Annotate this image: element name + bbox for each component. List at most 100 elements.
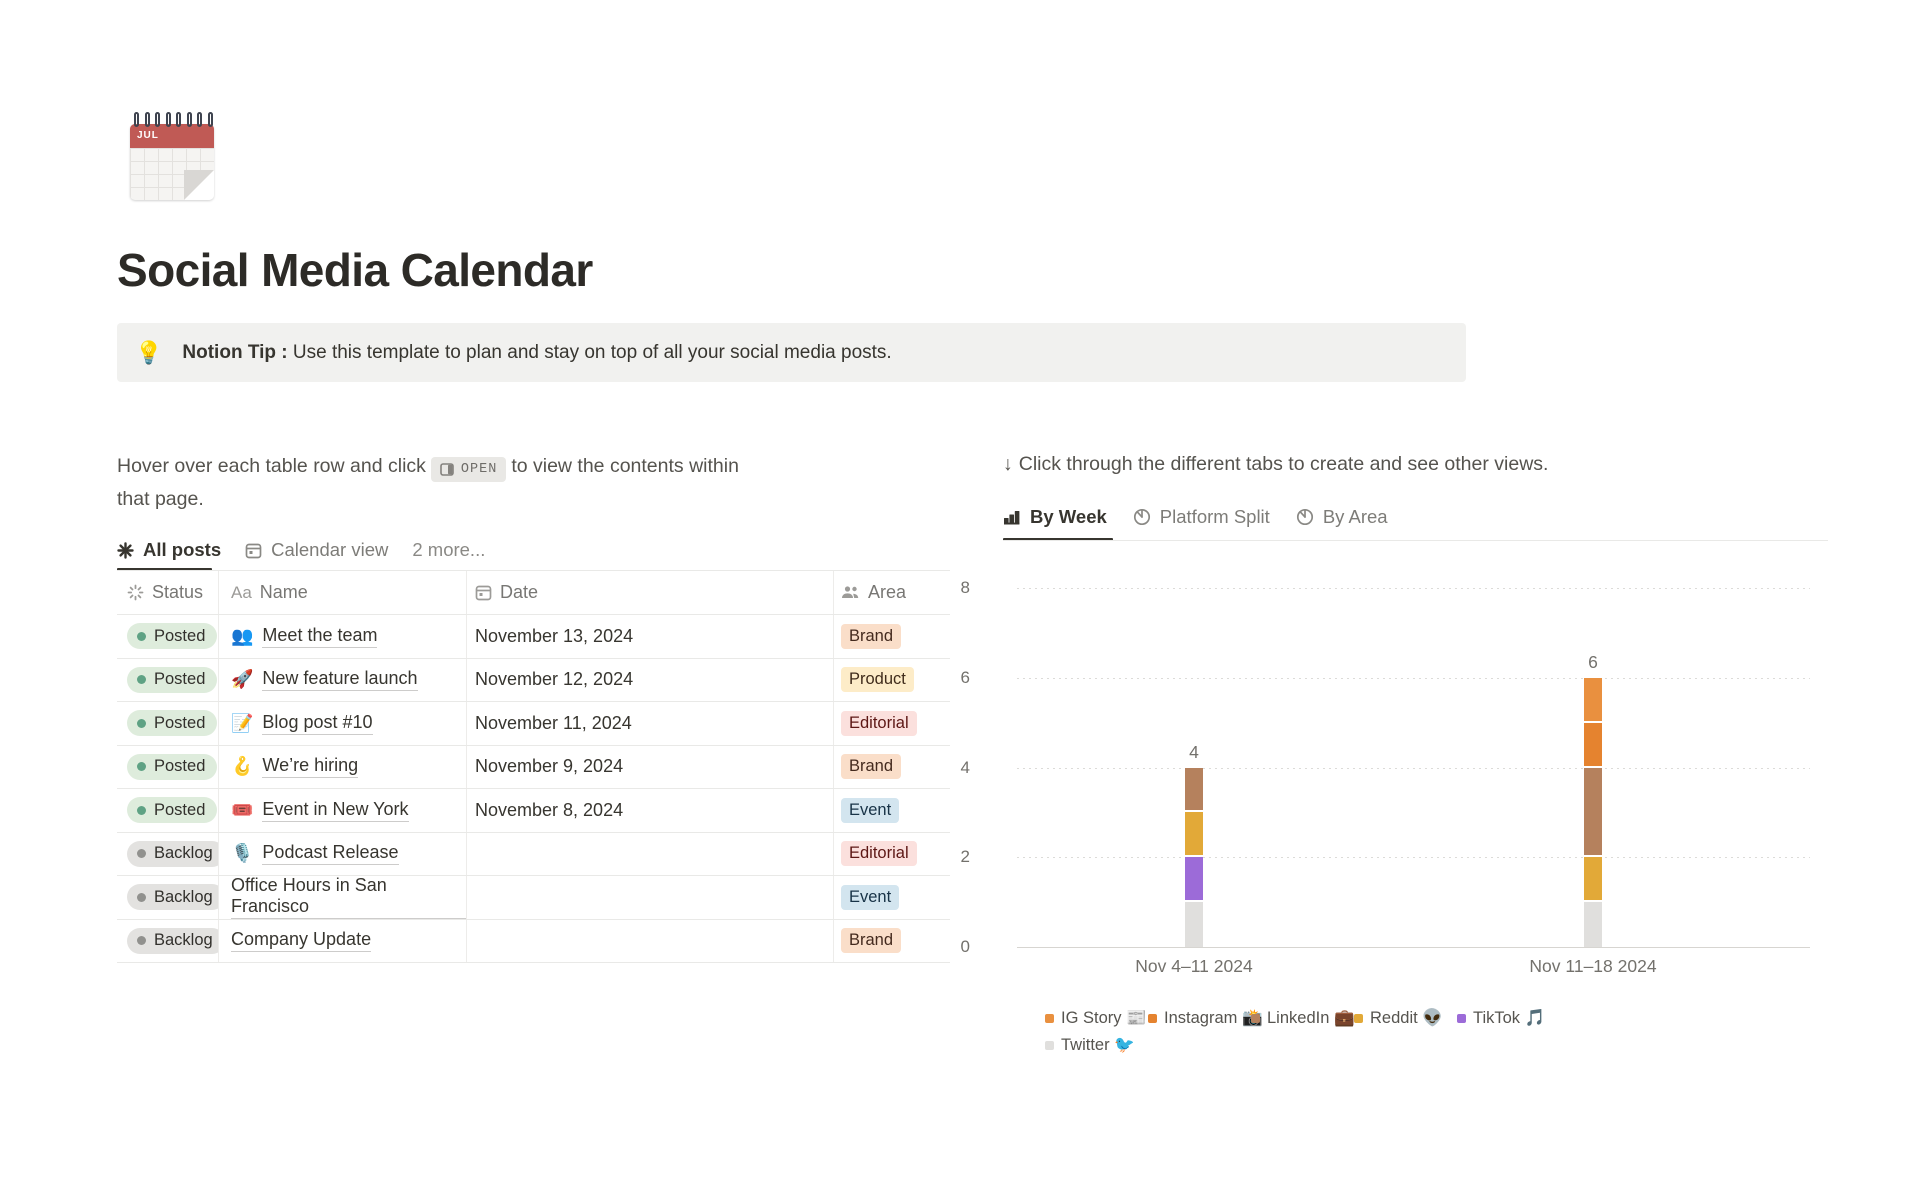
status-badge[interactable]: Posted [127, 797, 218, 824]
legend-item[interactable]: Twitter 🐦 [1045, 1032, 1148, 1059]
column-header-area[interactable]: Area [833, 571, 950, 614]
row-name-link[interactable]: Podcast Release [262, 842, 399, 866]
bar-segment-reddit[interactable] [1185, 812, 1203, 858]
bar-segment-tiktok[interactable] [1185, 857, 1203, 903]
row-name-link[interactable]: Office Hours in San Francisco [231, 876, 466, 919]
legend-item[interactable]: TikTok 🎵 [1457, 1005, 1560, 1032]
status-badge[interactable]: Posted [127, 710, 218, 737]
status-badge[interactable]: Backlog [127, 884, 218, 911]
area-tag[interactable]: Editorial [841, 841, 917, 867]
open-button[interactable]: OPEN [430, 457, 507, 482]
calendar-spiral-rings [134, 112, 214, 128]
gridline [1017, 588, 1810, 589]
table-row[interactable]: Backlog Company Update Brand [117, 919, 950, 963]
y-axis-tick-label: 8 [960, 578, 970, 597]
bar-segment-linkedin[interactable] [1584, 767, 1602, 858]
table-row[interactable]: Posted 🪝 We’re hiring November 9, 2024 B… [117, 745, 950, 789]
legend-item[interactable]: Instagram 📸 [1148, 1005, 1263, 1032]
bar-segment-twitter[interactable] [1185, 902, 1203, 947]
status-dot-icon [137, 849, 146, 859]
posts-table: Status Aa Name Date Area Posted 👥 Meet t [117, 571, 950, 963]
stacked-bar[interactable] [1584, 677, 1602, 947]
legend-swatch-icon [1251, 1014, 1260, 1023]
status-badge[interactable]: Posted [127, 666, 218, 693]
bar-total-label: 6 [1588, 651, 1598, 672]
status-spinner-icon [127, 584, 144, 601]
area-tag[interactable]: Editorial [841, 710, 917, 736]
table-row[interactable]: Backlog Office Hours in San Francisco Ev… [117, 876, 950, 920]
stacked-bar[interactable] [1185, 767, 1203, 947]
tab-platform-split[interactable]: Platform Split [1133, 506, 1270, 528]
legend-label: Instagram 📸 [1164, 1009, 1263, 1027]
y-axis-tick-label: 6 [960, 667, 970, 687]
area-tag[interactable]: Product [841, 667, 914, 693]
row-date: November 8, 2024 [475, 799, 624, 820]
active-tab-underline [117, 568, 212, 571]
x-axis-category-label: Nov 4–11 2024 [1135, 956, 1253, 976]
status-badge[interactable]: Posted [127, 753, 218, 780]
status-badge[interactable]: Backlog [127, 840, 218, 867]
row-emoji-icon: 🎙️ [231, 843, 254, 864]
area-tag[interactable]: Event [841, 797, 900, 823]
row-name-link[interactable]: Company Update [231, 929, 372, 953]
row-name-link[interactable]: Meet the team [262, 625, 378, 648]
status-badge[interactable]: Backlog [127, 927, 218, 954]
bar-segment-ig[interactable] [1584, 677, 1602, 723]
row-name-link[interactable]: Blog post #10 [262, 712, 373, 735]
area-tag[interactable]: Brand [841, 928, 902, 954]
people-icon [841, 585, 860, 600]
table-row[interactable]: Posted 👥 Meet the team November 13, 2024… [117, 615, 950, 659]
row-emoji-icon: 📝 [231, 712, 254, 733]
table-row[interactable]: Posted 🚀 New feature launch November 12,… [117, 658, 950, 702]
area-tag[interactable]: Event [841, 884, 900, 910]
status-badge[interactable]: Posted [127, 623, 218, 650]
row-emoji-icon: 👥 [231, 625, 254, 646]
legend-label: TikTok 🎵 [1473, 1009, 1546, 1027]
table-row[interactable]: Posted 📝 Blog post #10 November 11, 2024… [117, 702, 950, 746]
status-dot-icon [137, 675, 146, 685]
status-dot-icon [137, 762, 146, 772]
aa-icon: Aa [231, 582, 252, 602]
callout-text: Notion Tip : Use this template to plan a… [182, 341, 892, 363]
row-emoji-icon: 🪝 [231, 756, 254, 777]
tabs-divider [1003, 540, 1828, 541]
column-header-name[interactable]: Aa Name [218, 571, 466, 614]
y-axis-tick-label: 0 [960, 937, 970, 956]
calendar-icon [475, 584, 492, 601]
table-row[interactable]: Backlog 🎙️ Podcast Release Editorial [117, 832, 950, 876]
y-axis-tick-label: 2 [960, 847, 970, 867]
column-header-status[interactable]: Status [117, 571, 218, 614]
pie-chart-icon [1296, 508, 1314, 526]
gridline [1017, 857, 1810, 859]
row-name-link[interactable]: Event in New York [262, 799, 409, 822]
legend-label: LinkedIn 💼 [1267, 1009, 1355, 1027]
tabs-divider [117, 570, 950, 571]
status-dot-icon [137, 805, 146, 815]
active-tab-underline [1003, 538, 1113, 541]
bar-segment-instagram[interactable] [1584, 722, 1602, 768]
tab-all-posts[interactable]: All posts [117, 539, 221, 561]
page-icon-spiral-calendar[interactable]: JUL [128, 112, 218, 202]
gridline [1017, 677, 1810, 679]
bar-segment-twitter[interactable] [1584, 902, 1602, 947]
area-tag[interactable]: Brand [841, 754, 902, 780]
area-tag[interactable]: Brand [841, 623, 902, 649]
table-body: Posted 👥 Meet the team November 13, 2024… [117, 615, 950, 963]
tab-by-week[interactable]: By Week [1003, 506, 1107, 528]
bar-segment-reddit[interactable] [1584, 857, 1602, 903]
legend-label: Twitter 🐦 [1061, 1036, 1135, 1054]
side-peek-icon [440, 463, 454, 476]
tab-calendar-view[interactable]: Calendar view [245, 539, 388, 561]
legend-swatch-icon [1457, 1014, 1466, 1023]
bar-segment-linkedin[interactable] [1185, 767, 1203, 813]
legend-item[interactable]: IG Story 📰 [1045, 1005, 1148, 1032]
tab-by-area[interactable]: By Area [1296, 506, 1388, 528]
legend-item[interactable]: LinkedIn 💼 [1251, 1005, 1355, 1032]
row-name-link[interactable]: We’re hiring [262, 755, 359, 779]
table-row[interactable]: Posted 🎟️ Event in New York November 8, … [117, 789, 950, 833]
tab-more-views[interactable]: 2 more... [412, 539, 486, 560]
column-header-date[interactable]: Date [466, 571, 833, 614]
row-name-link[interactable]: New feature launch [262, 668, 418, 692]
legend-item[interactable]: Reddit 👽 [1354, 1005, 1457, 1032]
